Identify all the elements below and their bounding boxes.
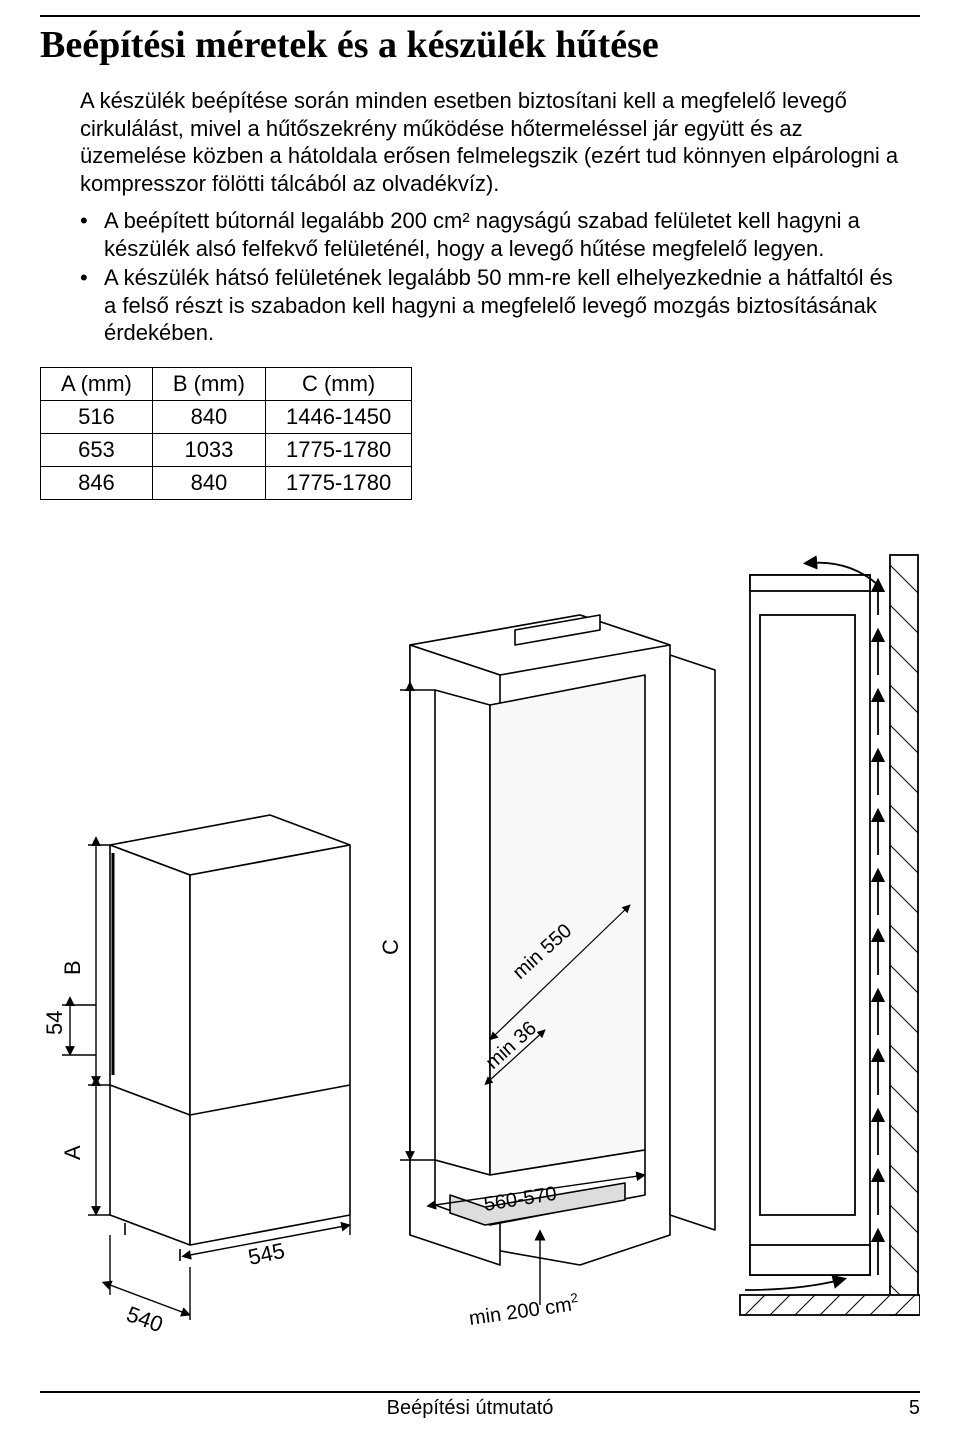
table-row: 653 1033 1775-1780 bbox=[41, 433, 412, 466]
intro-paragraph: A készülék beépítése során minden esetbe… bbox=[80, 87, 910, 197]
label-A: A bbox=[60, 1145, 85, 1160]
label-min-200: min 200 cm2 bbox=[467, 1290, 580, 1330]
cell: 1446-1450 bbox=[265, 400, 411, 433]
label-B: B bbox=[60, 960, 85, 975]
col-a: A (mm) bbox=[41, 367, 153, 400]
cell: 1775-1780 bbox=[265, 466, 411, 499]
table-header-row: A (mm) B (mm) C (mm) bbox=[41, 367, 412, 400]
label-545: 545 bbox=[246, 1238, 287, 1270]
col-b: B (mm) bbox=[152, 367, 265, 400]
bullet-item: A beépített bútornál legalább 200 cm² na… bbox=[80, 207, 910, 262]
cell: 1775-1780 bbox=[265, 433, 411, 466]
footer-title: Beépítési útmutató bbox=[40, 1397, 900, 1420]
label-C: C bbox=[378, 939, 403, 955]
airflow-section bbox=[740, 555, 920, 1315]
cell: 840 bbox=[152, 466, 265, 499]
bullet-list: A beépített bútornál legalább 200 cm² na… bbox=[80, 207, 910, 347]
cell: 1033 bbox=[152, 433, 265, 466]
cell: 653 bbox=[41, 433, 153, 466]
page-footer: Beépítési útmutató 5 bbox=[40, 1391, 920, 1420]
label-540: 540 bbox=[123, 1301, 166, 1337]
cell: 516 bbox=[41, 400, 153, 433]
dimensions-table: A (mm) B (mm) C (mm) 516 840 1446-1450 6… bbox=[40, 367, 412, 500]
page-title: Beépítési méretek és a készülék hűtése bbox=[40, 15, 920, 67]
cell: 846 bbox=[41, 466, 153, 499]
diagram-svg: 54 B A 540 545 C bbox=[40, 535, 920, 1345]
bullet-item: A készülék hátsó felületének legalább 50… bbox=[80, 264, 910, 347]
cell: 840 bbox=[152, 400, 265, 433]
footer-page-number: 5 bbox=[900, 1397, 920, 1420]
appliance-cube bbox=[110, 815, 350, 1261]
table-row: 846 840 1775-1780 bbox=[41, 466, 412, 499]
installation-diagram: 54 B A 540 545 C bbox=[40, 535, 920, 1345]
label-54: 54 bbox=[42, 1011, 67, 1035]
table-row: 516 840 1446-1450 bbox=[41, 400, 412, 433]
col-c: C (mm) bbox=[265, 367, 411, 400]
